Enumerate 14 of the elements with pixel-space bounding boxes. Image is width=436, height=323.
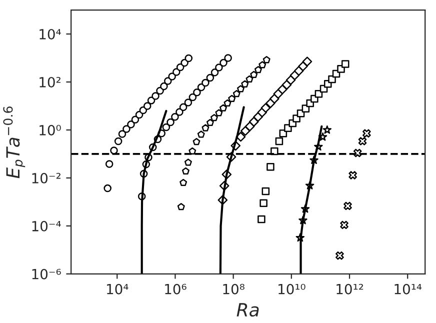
x-axis-title: Ra xyxy=(236,303,259,317)
x-tick-label: 10⁶ xyxy=(165,284,186,294)
y-tick-label: 10⁰ xyxy=(40,124,61,136)
y-tick-label: 10² xyxy=(40,76,60,88)
y-tick-label: 10⁴ xyxy=(40,28,61,40)
x-tick-label: 10¹² xyxy=(336,284,364,294)
x-tick-label: 10⁸ xyxy=(223,284,244,294)
x-tick-label: 10¹⁰ xyxy=(278,284,306,294)
y-tick-label: 10⁻² xyxy=(32,172,60,184)
y-tick-label: 10⁻⁴ xyxy=(32,220,61,232)
x-tick-label: 10⁴ xyxy=(107,284,128,294)
x-tick-label: 10¹⁴ xyxy=(394,284,422,294)
y-tick-label: 10⁻⁶ xyxy=(32,268,61,280)
y-axis-title: E$_{p}$Ta$^{−0.6}$ xyxy=(3,106,26,178)
